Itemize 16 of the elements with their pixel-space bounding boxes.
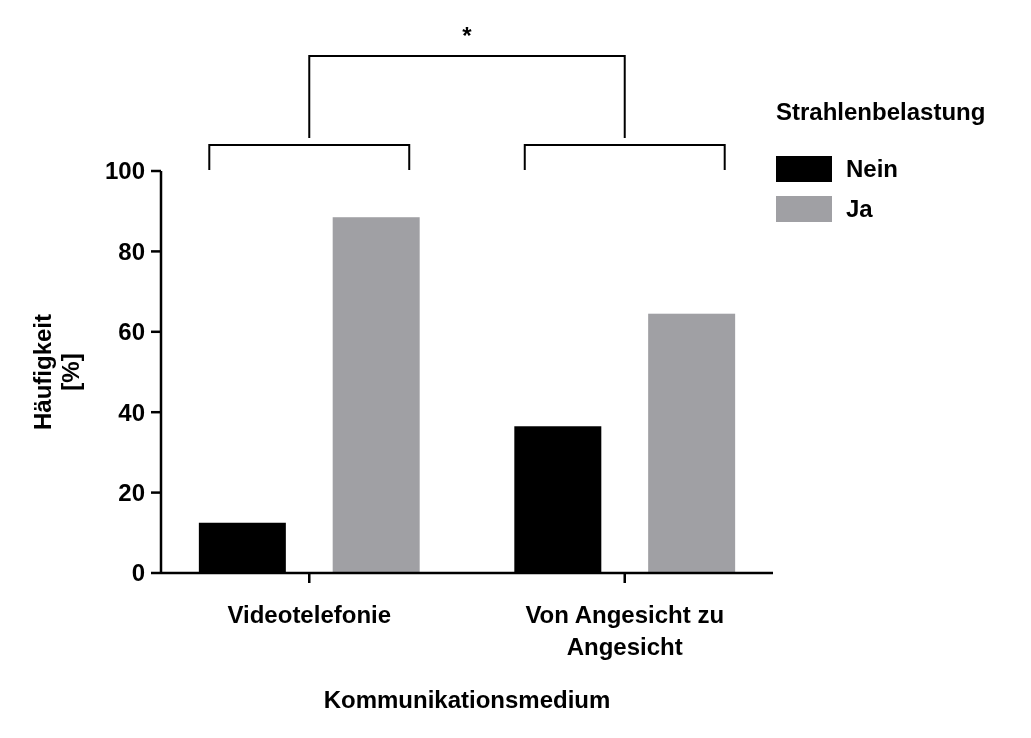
x-axis-title: Kommunikationsmedium <box>323 686 611 713</box>
y-tick-label: 0 <box>131 559 145 587</box>
x-tick-label: Von Angesicht zu Angesicht <box>525 601 725 660</box>
y-axis-title: Häufigkeit [%] <box>29 313 84 431</box>
legend-label: Ja <box>846 195 874 223</box>
y-tick-label: 100 <box>104 157 145 185</box>
bar <box>648 313 736 573</box>
y-tick-label: 20 <box>118 479 145 506</box>
legend-label: Nein <box>846 155 899 183</box>
bar <box>332 217 420 573</box>
text: * <box>462 22 473 49</box>
y-tick-label: 60 <box>118 318 145 346</box>
y-tick-label: 80 <box>118 237 145 265</box>
legend-title: Strahlenbelastung <box>776 98 986 125</box>
y-tick-label: 40 <box>118 398 145 426</box>
x-tick-label: Videotelefonie <box>227 601 392 628</box>
